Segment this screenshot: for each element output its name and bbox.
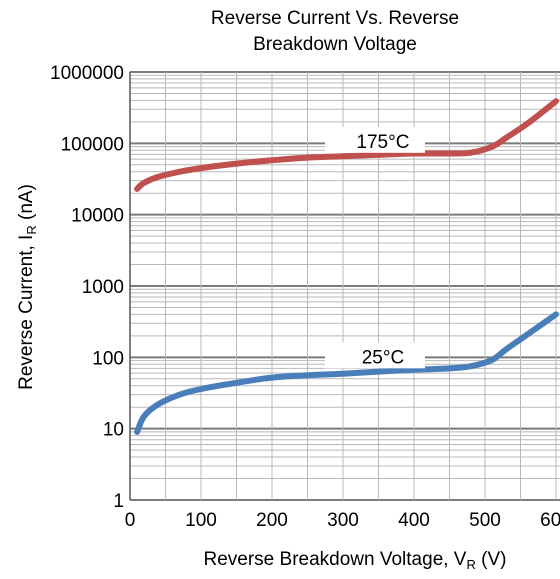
chart-title-line-2: Breakdown Voltage — [253, 34, 417, 55]
series-line-1 — [134, 311, 559, 435]
series-label-1: 25°C — [324, 342, 425, 369]
series-layer — [134, 98, 559, 435]
x-tick-label: 600 — [540, 510, 560, 531]
series-label-text: 175°C — [356, 132, 409, 153]
series-line-0 — [134, 98, 559, 192]
x-tick-label: 400 — [398, 510, 430, 531]
y-tick-label: 10000 — [71, 206, 124, 227]
x-tick-label: 0 — [125, 510, 136, 531]
series-label-background — [324, 126, 425, 153]
series-label-0: 175°C — [324, 126, 425, 153]
x-tick-label: 300 — [327, 510, 359, 531]
x-axis-label: Reverse Breakdown Voltage, VR (V) — [204, 549, 507, 572]
y-tick-label: 100000 — [61, 134, 124, 155]
y-axis-label: Reverse Current, IR (nA) — [16, 184, 39, 390]
tick-labels: 1 10 100 1000 10000 100000 1000000 0 100 200 300 40… — [50, 63, 560, 531]
x-tick-label: 100 — [185, 510, 217, 531]
y-tick-label: 100 — [92, 348, 124, 369]
y-tick-label: 10 — [103, 420, 124, 441]
y-tick-label: 1000 — [82, 277, 124, 298]
series-label-text: 25°C — [362, 347, 404, 368]
y-tick-label: 1000000 — [50, 63, 124, 84]
series-label-background — [324, 342, 425, 369]
x-tick-label: 500 — [469, 510, 501, 531]
annotations: 175°C 25°C — [324, 126, 425, 369]
x-tick-label: 200 — [256, 510, 288, 531]
chart-title-line-1: Reverse Current Vs. Reverse — [211, 8, 459, 29]
y-tick-label: 1 — [113, 491, 124, 512]
